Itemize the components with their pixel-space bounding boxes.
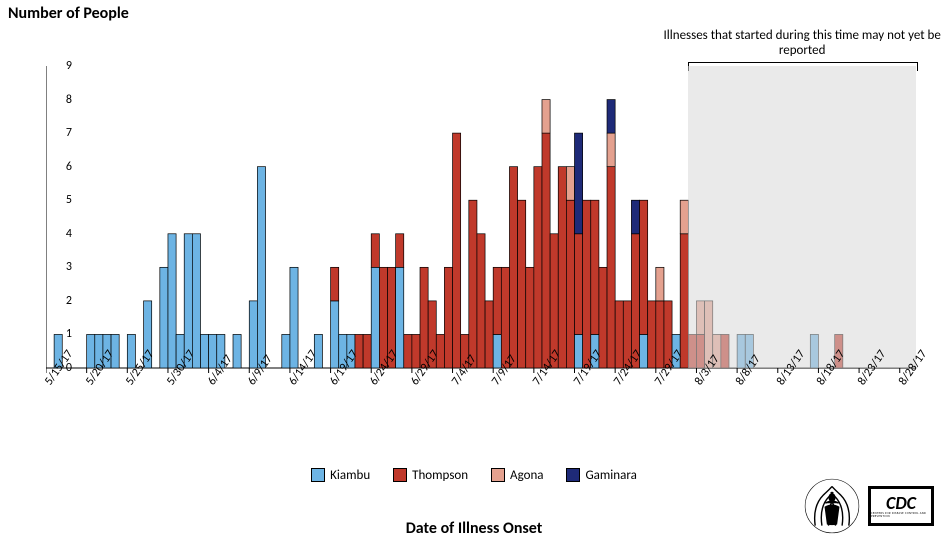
- legend-item-kiambu: Kiambu: [311, 468, 370, 483]
- legend-label: Thompson: [412, 468, 468, 483]
- legend-item-gaminara: Gaminara: [566, 468, 636, 483]
- swatch-agona: [491, 468, 505, 482]
- unreported-shade: [688, 66, 916, 368]
- y-tick-label: 4: [48, 227, 72, 241]
- y-tick-label: 3: [48, 260, 72, 274]
- cdc-logo: CDC CENTERS FOR DISEASE CONTROL AND PREV…: [868, 486, 934, 526]
- cdc-text: CDC: [886, 494, 916, 512]
- y-axis-title: Number of People: [8, 4, 129, 23]
- y-tick-label: 1: [48, 327, 72, 341]
- y-tick-label: 5: [48, 193, 72, 207]
- y-tick-label: 6: [48, 160, 72, 174]
- shading-note: Illnesses that started during this time …: [662, 28, 942, 58]
- legend-label: Agona: [510, 468, 543, 483]
- y-tick-label: 8: [48, 93, 72, 107]
- logos: CDC CENTERS FOR DISEASE CONTROL AND PREV…: [804, 478, 934, 534]
- y-tick-label: 2: [48, 294, 72, 308]
- y-tick-label: 7: [48, 126, 72, 140]
- y-tick-label: 9: [48, 59, 72, 73]
- cdc-subtext: CENTERS FOR DISEASE CONTROL AND PREVENTI…: [871, 512, 931, 518]
- legend-item-thompson: Thompson: [393, 468, 468, 483]
- swatch-thompson: [393, 468, 407, 482]
- swatch-gaminara: [566, 468, 580, 482]
- legend-label: Gaminara: [585, 468, 636, 483]
- hhs-logo-icon: [804, 478, 860, 534]
- legend-item-agona: Agona: [491, 468, 543, 483]
- swatch-kiambu: [311, 468, 325, 482]
- legend-label: Kiambu: [330, 468, 370, 483]
